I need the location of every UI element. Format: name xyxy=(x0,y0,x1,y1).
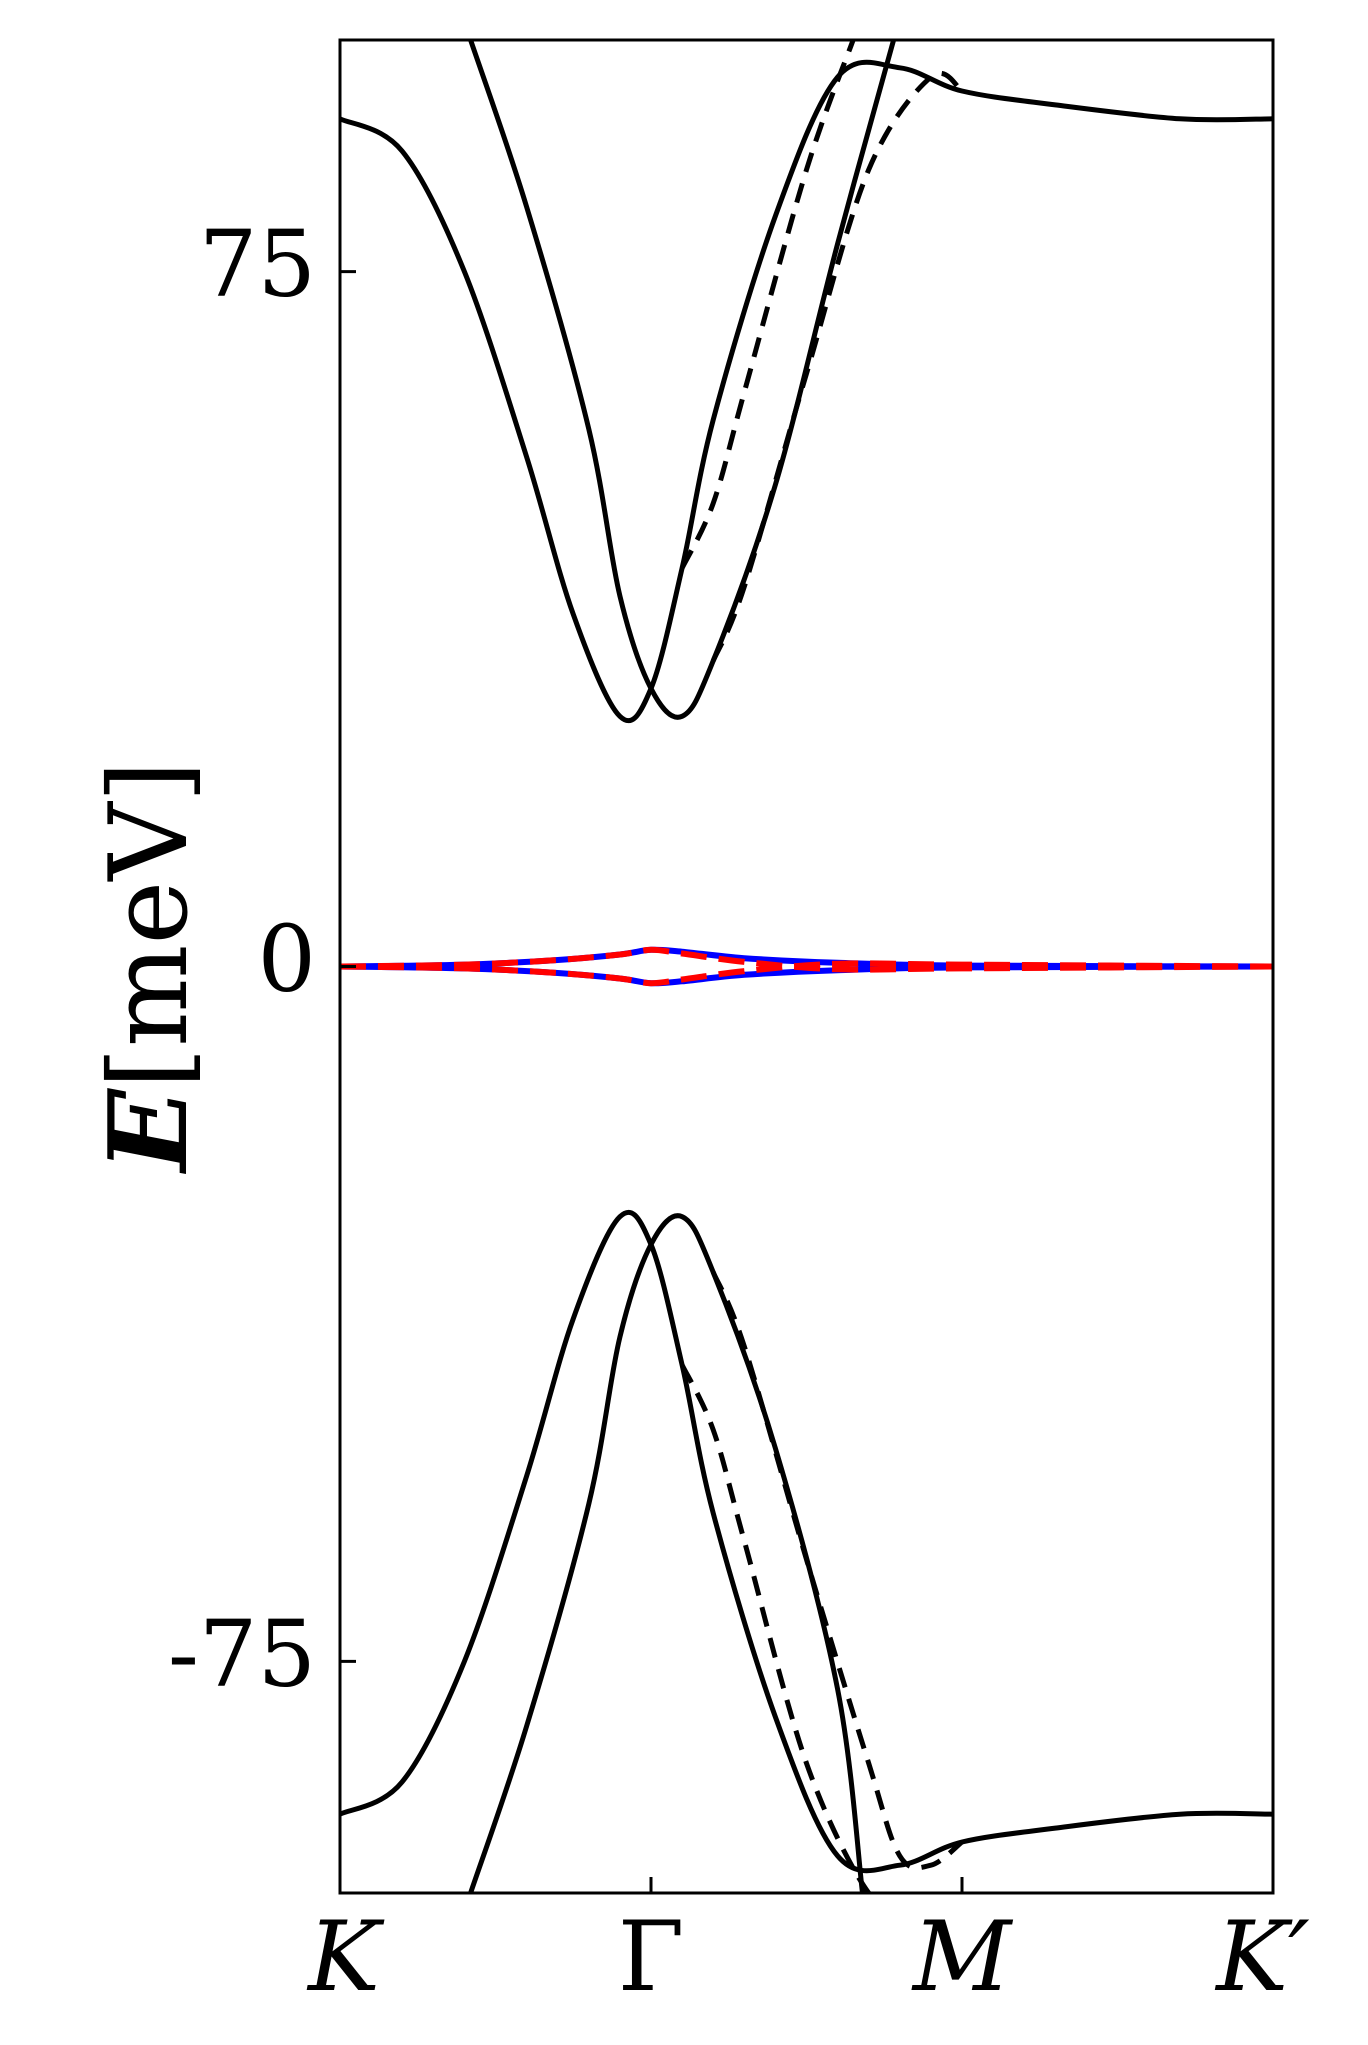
y-tick-label-2: -75 xyxy=(168,1600,316,1707)
series-line-11 xyxy=(340,960,1273,987)
series-line-3 xyxy=(468,1213,865,1893)
y-axis-unit: [meV] xyxy=(87,761,212,1090)
series-line-5 xyxy=(710,70,964,662)
series-line-7 xyxy=(710,1271,964,1871)
series-line-1 xyxy=(468,40,897,720)
y-axis-label: E[meV] xyxy=(86,761,212,1175)
x-tick-label-3: K′ xyxy=(1214,1901,1310,2013)
series-line-2 xyxy=(340,1209,1273,1874)
series-layer xyxy=(340,40,1273,1893)
y-axis-symbol: E xyxy=(86,1087,212,1174)
series-line-0 xyxy=(340,59,1273,724)
y-tick-label-1: 0 xyxy=(257,905,316,1012)
y-tick-label-0: 75 xyxy=(199,211,316,318)
series-line-4 xyxy=(679,40,856,570)
y-axis-ticks: 75 0 -75 xyxy=(168,211,356,1707)
series-line-6 xyxy=(679,1363,900,1893)
series-line-10 xyxy=(340,946,1273,973)
x-axis-ticks: K Γ M K′ xyxy=(306,1877,1310,2013)
x-tick-label-0: K xyxy=(306,1901,385,2013)
x-tick-label-2: M xyxy=(911,1901,1014,2013)
x-tick-label-1: Γ xyxy=(618,1901,685,2013)
